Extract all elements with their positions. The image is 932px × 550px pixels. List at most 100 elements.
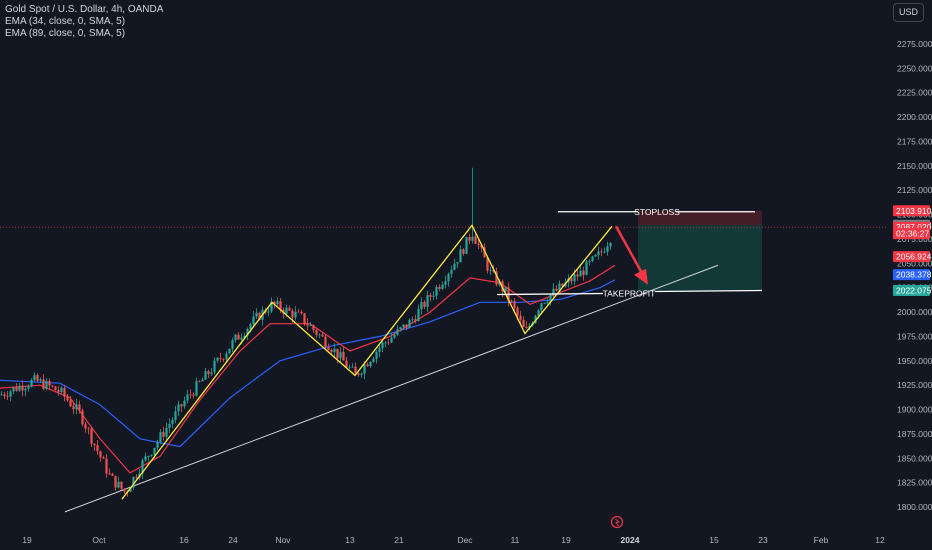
candle-body[interactable] xyxy=(336,348,339,359)
candle-body[interactable] xyxy=(396,329,399,335)
candle-body[interactable] xyxy=(18,385,21,391)
candle-body[interactable] xyxy=(168,423,171,428)
candle-body[interactable] xyxy=(438,286,441,289)
candle-body[interactable] xyxy=(48,380,51,386)
candle-body[interactable] xyxy=(447,274,450,282)
trendline[interactable] xyxy=(64,264,719,513)
candle-body[interactable] xyxy=(36,374,39,381)
candle-body[interactable] xyxy=(99,451,102,458)
ema89-legend[interactable]: EMA (89, close, 0, SMA, 5) xyxy=(5,28,126,39)
candle-body[interactable] xyxy=(327,347,330,351)
candle-body[interactable] xyxy=(144,456,147,461)
candle-body[interactable] xyxy=(477,243,480,246)
candle-body[interactable] xyxy=(57,390,60,393)
candle-body[interactable] xyxy=(108,473,111,475)
candle-body[interactable] xyxy=(102,457,105,459)
candle-body[interactable] xyxy=(387,342,390,344)
candle-body[interactable] xyxy=(576,274,579,277)
candle-body[interactable] xyxy=(216,357,219,361)
candle-body[interactable] xyxy=(135,476,138,478)
candle-body[interactable] xyxy=(69,400,72,407)
candle-body[interactable] xyxy=(171,420,174,424)
candle-body[interactable] xyxy=(351,366,354,368)
candle-body[interactable] xyxy=(45,380,48,389)
candle-body[interactable] xyxy=(3,394,6,397)
candle-body[interactable] xyxy=(600,251,603,253)
candle-body[interactable] xyxy=(21,385,24,391)
candle-body[interactable] xyxy=(93,443,96,446)
candle-body[interactable] xyxy=(87,428,90,430)
currency-button[interactable]: USD xyxy=(893,3,924,22)
candle-body[interactable] xyxy=(111,473,114,476)
candle-body[interactable] xyxy=(498,281,501,285)
candle-body[interactable] xyxy=(123,488,126,492)
candle-body[interactable] xyxy=(309,325,312,327)
candle-body[interactable] xyxy=(60,387,63,393)
candle-body[interactable] xyxy=(345,360,348,368)
candle-body[interactable] xyxy=(372,358,375,363)
candle-body[interactable] xyxy=(120,481,123,489)
candle-body[interactable] xyxy=(381,342,384,348)
candle-body[interactable] xyxy=(198,381,201,382)
candle-body[interactable] xyxy=(579,270,582,277)
candle-body[interactable] xyxy=(546,301,549,304)
candle-body[interactable] xyxy=(378,347,381,352)
candle-body[interactable] xyxy=(333,348,336,353)
candle-body[interactable] xyxy=(549,294,552,302)
candle-body[interactable] xyxy=(255,312,258,317)
candle-body[interactable] xyxy=(405,324,408,328)
candle-body[interactable] xyxy=(537,310,540,316)
takeprofit-zone[interactable] xyxy=(638,225,762,291)
candle-body[interactable] xyxy=(240,337,243,340)
candle-body[interactable] xyxy=(342,352,345,361)
candle-body[interactable] xyxy=(594,254,597,257)
candle-body[interactable] xyxy=(408,319,411,328)
candle-body[interactable] xyxy=(228,348,231,354)
candle-body[interactable] xyxy=(285,307,288,314)
candle-body[interactable] xyxy=(294,311,297,318)
candle-body[interactable] xyxy=(552,288,555,295)
candle-body[interactable] xyxy=(444,281,447,285)
candle-body[interactable] xyxy=(603,251,606,253)
candle-body[interactable] xyxy=(78,404,81,411)
candle-body[interactable] xyxy=(291,310,294,318)
candle-body[interactable] xyxy=(489,270,492,271)
candle-body[interactable] xyxy=(162,432,165,437)
candle-body[interactable] xyxy=(390,337,393,343)
candle-body[interactable] xyxy=(288,307,291,311)
takeprofit-line-right[interactable] xyxy=(654,289,763,293)
candle-body[interactable] xyxy=(243,335,246,338)
candle-body[interactable] xyxy=(219,357,222,360)
candle-body[interactable] xyxy=(450,269,453,275)
candle-body[interactable] xyxy=(81,410,84,425)
candle-body[interactable] xyxy=(417,309,420,321)
candle-body[interactable] xyxy=(0,394,3,396)
candle-body[interactable] xyxy=(525,327,528,329)
candle-body[interactable] xyxy=(15,387,18,391)
candle-body[interactable] xyxy=(360,373,363,375)
candle-body[interactable] xyxy=(591,256,594,261)
candle-body[interactable] xyxy=(375,351,378,359)
candle-body[interactable] xyxy=(492,270,495,272)
candle-body[interactable] xyxy=(543,303,546,304)
candle-body[interactable] xyxy=(186,394,189,401)
candle-body[interactable] xyxy=(258,312,261,320)
candle-body[interactable] xyxy=(486,257,489,271)
candle-body[interactable] xyxy=(129,487,132,493)
candle-body[interactable] xyxy=(39,379,42,381)
candle-body[interactable] xyxy=(159,432,162,442)
candle-body[interactable] xyxy=(270,301,273,312)
candle-body[interactable] xyxy=(429,294,432,297)
candle-body[interactable] xyxy=(411,319,414,321)
candle-body[interactable] xyxy=(75,404,78,410)
candle-body[interactable] xyxy=(570,278,573,282)
ema34-legend[interactable]: EMA (34, close, 0, SMA, 5) xyxy=(5,16,126,27)
candle-body[interactable] xyxy=(33,374,36,380)
candle-body[interactable] xyxy=(246,328,249,336)
candle-body[interactable] xyxy=(201,379,204,382)
candle-body[interactable] xyxy=(207,371,210,375)
candle-body[interactable] xyxy=(441,284,444,289)
candle-body[interactable] xyxy=(495,271,498,285)
candle-body[interactable] xyxy=(249,324,252,329)
candle-body[interactable] xyxy=(432,295,435,297)
